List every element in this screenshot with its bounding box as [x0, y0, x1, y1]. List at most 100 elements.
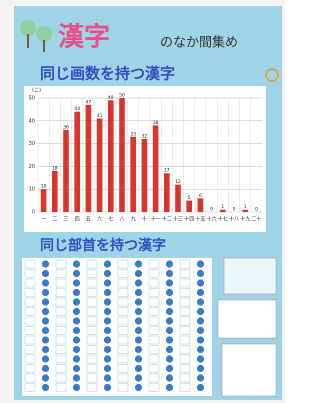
- y-tick-label: 50: [29, 96, 35, 102]
- bar: [198, 198, 204, 212]
- x-tick-label: 十六: [207, 216, 217, 223]
- table-dot: [104, 317, 111, 324]
- table-dot: [42, 374, 49, 381]
- table-dot: [42, 346, 49, 353]
- bar: [52, 171, 58, 212]
- table-dot: [166, 336, 173, 343]
- table-dot: [197, 327, 204, 334]
- value-label: 0: [210, 207, 213, 213]
- table-dot: [197, 355, 204, 362]
- table-dot: [135, 270, 142, 277]
- table-dot: [104, 270, 111, 277]
- table-dot: [135, 279, 142, 286]
- x-tick-label: 二: [52, 217, 57, 223]
- value-label: 1: [244, 204, 247, 210]
- table-dot: [42, 279, 49, 286]
- table-dot: [166, 260, 173, 267]
- value-label: 50: [119, 93, 125, 99]
- x-tick-label: 七: [108, 216, 113, 223]
- table-dot: [73, 365, 80, 372]
- table-dot: [73, 317, 80, 324]
- table-dot: [166, 279, 173, 286]
- y-tick-label: 30: [29, 141, 35, 147]
- bar: [63, 130, 69, 212]
- table-dot: [197, 270, 204, 277]
- table-dot: [42, 289, 49, 296]
- table-dot: [166, 270, 173, 277]
- table-dot: [135, 374, 142, 381]
- bar: [175, 185, 181, 212]
- value-label: 33: [130, 131, 136, 137]
- table-dot: [73, 374, 80, 381]
- table-dot: [197, 384, 204, 391]
- table-dot: [135, 289, 142, 296]
- table-dot: [166, 355, 173, 362]
- table-dot: [42, 270, 49, 277]
- value-label: 17: [164, 168, 170, 174]
- table-dot: [42, 327, 49, 334]
- table-dot: [73, 336, 80, 343]
- bar: [41, 189, 47, 212]
- value-label: 41: [97, 113, 103, 119]
- x-tick-label: 九: [131, 216, 136, 223]
- table-dot: [42, 317, 49, 324]
- bar: [164, 173, 170, 212]
- table-dot: [42, 365, 49, 372]
- section-title: 同じ部首を持つ漢字: [40, 237, 166, 254]
- x-tick-label: 一: [41, 217, 46, 223]
- x-tick-label: 三: [63, 217, 68, 223]
- table-dot: [135, 317, 142, 324]
- title-rest: のなか間集め: [160, 35, 238, 51]
- table-dot: [166, 298, 173, 305]
- table-dot: [166, 327, 173, 334]
- table-dot: [135, 260, 142, 267]
- x-tick-label: 十: [142, 216, 147, 223]
- x-tick-label: 十七: [218, 216, 228, 223]
- table-dot: [197, 365, 204, 372]
- value-label: 1: [221, 204, 224, 210]
- table-dot: [104, 355, 111, 362]
- value-label: 0: [255, 207, 258, 213]
- table-dot: [42, 308, 49, 315]
- table-dot: [104, 365, 111, 372]
- table-dot: [104, 346, 111, 353]
- bar: [142, 139, 148, 212]
- table-dot: [197, 279, 204, 286]
- y-tick-label: 0: [32, 210, 35, 216]
- table-dot: [73, 327, 80, 334]
- table-dot: [135, 336, 142, 343]
- table-dot: [104, 308, 111, 315]
- table-dot: [197, 317, 204, 324]
- table-dot: [166, 365, 173, 372]
- x-tick-label: 十三: [173, 216, 183, 223]
- value-label: 47: [86, 99, 92, 105]
- table-dot: [135, 298, 142, 305]
- table-dot: [104, 298, 111, 305]
- x-tick-label: 八: [119, 217, 124, 223]
- bar: [119, 98, 125, 212]
- table-dot: [73, 279, 80, 286]
- table-dot: [42, 384, 49, 391]
- value-label: 5: [188, 195, 191, 201]
- value-label: 49: [108, 95, 114, 101]
- table-dot: [104, 260, 111, 267]
- table-dot: [135, 327, 142, 334]
- bar: [130, 137, 136, 212]
- table-dot: [135, 308, 142, 315]
- table-dot: [104, 384, 111, 391]
- table-dot: [135, 346, 142, 353]
- table-dot: [197, 336, 204, 343]
- value-label: 36: [63, 124, 69, 130]
- bar: [186, 201, 192, 212]
- table-dot: [197, 346, 204, 353]
- x-tick-label: 四: [75, 217, 80, 223]
- table-dot: [166, 374, 173, 381]
- x-tick-label: 二十: [251, 216, 261, 223]
- table-dot: [73, 298, 80, 305]
- value-label: 10: [41, 184, 47, 190]
- table-dot: [104, 289, 111, 296]
- table-dot: [166, 308, 173, 315]
- table-dot: [42, 336, 49, 343]
- table-dot: [135, 355, 142, 362]
- table-dot: [104, 279, 111, 286]
